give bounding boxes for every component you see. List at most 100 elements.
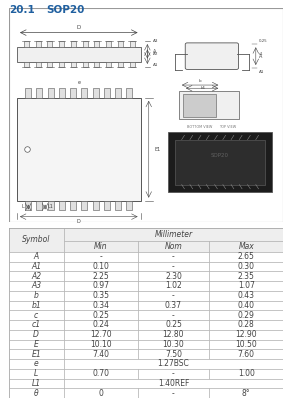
Bar — [24, 41, 29, 46]
Text: 0.43: 0.43 — [238, 291, 255, 300]
Text: 0.30: 0.30 — [238, 262, 255, 271]
Bar — [138, 271, 209, 281]
Text: L: L — [34, 369, 38, 378]
Text: -: - — [172, 369, 175, 378]
Text: A1: A1 — [258, 70, 264, 74]
Text: 12.80: 12.80 — [163, 330, 184, 339]
Bar — [64, 330, 138, 340]
Text: A: A — [34, 252, 39, 261]
Bar — [93, 88, 99, 98]
Text: BOTTOM VIEW: BOTTOM VIEW — [187, 125, 213, 129]
Text: 0.25: 0.25 — [258, 39, 267, 43]
Bar — [138, 241, 209, 252]
Text: b1: b1 — [201, 86, 206, 90]
Bar — [138, 340, 209, 349]
Text: 1.40REF: 1.40REF — [158, 379, 189, 388]
Text: 0.29: 0.29 — [238, 311, 255, 320]
Text: 0.35: 0.35 — [92, 291, 109, 300]
Text: SOP20: SOP20 — [47, 5, 85, 15]
Text: 2.65: 2.65 — [238, 252, 255, 261]
Bar — [59, 41, 64, 46]
Bar — [118, 41, 123, 46]
Text: A3: A3 — [31, 282, 41, 290]
Text: 20.1: 20.1 — [9, 5, 34, 15]
Text: 1.02: 1.02 — [165, 282, 182, 290]
Bar — [36, 62, 41, 67]
Bar — [209, 252, 283, 262]
Bar — [9, 378, 64, 388]
Text: 0.34: 0.34 — [92, 301, 109, 310]
Bar — [64, 262, 138, 271]
Bar — [138, 330, 209, 340]
Text: E: E — [34, 340, 39, 349]
Text: 0.97: 0.97 — [92, 282, 109, 290]
Bar — [9, 262, 64, 271]
Bar — [209, 291, 283, 300]
Text: c1: c1 — [32, 320, 41, 330]
Bar — [59, 62, 64, 67]
Bar — [64, 300, 138, 310]
Text: A: A — [153, 49, 156, 54]
Text: A2: A2 — [153, 52, 158, 56]
Bar — [36, 88, 42, 98]
Text: 0.40: 0.40 — [238, 301, 255, 310]
Bar — [36, 41, 41, 46]
Bar — [9, 330, 64, 340]
Bar — [17, 98, 140, 201]
Text: 1.07: 1.07 — [238, 282, 255, 290]
Text: L1: L1 — [32, 379, 41, 388]
Bar — [64, 359, 283, 369]
Text: 0.28: 0.28 — [238, 320, 255, 330]
Text: θ: θ — [34, 389, 39, 398]
Text: 0.37: 0.37 — [165, 301, 182, 310]
Bar — [9, 271, 64, 281]
Text: D: D — [77, 26, 81, 30]
Text: E1: E1 — [31, 350, 41, 359]
Bar — [9, 281, 64, 291]
Bar — [209, 369, 283, 378]
Text: 2.25: 2.25 — [92, 272, 109, 281]
Text: 7.40: 7.40 — [92, 350, 109, 359]
Bar — [209, 340, 283, 349]
Bar — [209, 330, 283, 340]
Text: 10.30: 10.30 — [163, 340, 184, 349]
Bar — [71, 41, 76, 46]
Bar — [9, 320, 64, 330]
Bar — [138, 300, 209, 310]
Bar — [70, 88, 76, 98]
Bar — [130, 41, 135, 46]
Text: -: - — [99, 252, 102, 261]
Bar — [183, 94, 216, 117]
Bar — [24, 62, 29, 67]
Bar — [9, 310, 64, 320]
Bar — [175, 140, 265, 184]
Text: A1: A1 — [153, 62, 158, 66]
Text: Nom: Nom — [165, 242, 182, 251]
Bar — [36, 201, 42, 210]
Text: 12.90: 12.90 — [235, 330, 257, 339]
Bar — [115, 201, 121, 210]
Bar — [115, 88, 121, 98]
Text: 0: 0 — [98, 389, 103, 398]
Text: 0.24: 0.24 — [92, 320, 109, 330]
Bar — [9, 228, 64, 252]
Bar — [64, 369, 138, 378]
Bar — [209, 262, 283, 271]
Bar — [47, 41, 52, 46]
Text: b: b — [34, 291, 39, 300]
Bar — [179, 92, 239, 119]
Text: 2.35: 2.35 — [238, 272, 255, 281]
Bar — [59, 88, 65, 98]
Bar — [94, 41, 99, 46]
Text: A: A — [258, 54, 262, 59]
Text: A1: A1 — [31, 262, 41, 271]
Bar — [126, 88, 132, 98]
Bar — [64, 349, 138, 359]
Text: D: D — [33, 330, 39, 339]
Bar — [71, 62, 76, 67]
Bar — [209, 271, 283, 281]
Bar — [64, 388, 138, 398]
Bar — [138, 388, 209, 398]
Bar — [138, 369, 209, 378]
Text: 1.27BSC: 1.27BSC — [158, 359, 189, 368]
